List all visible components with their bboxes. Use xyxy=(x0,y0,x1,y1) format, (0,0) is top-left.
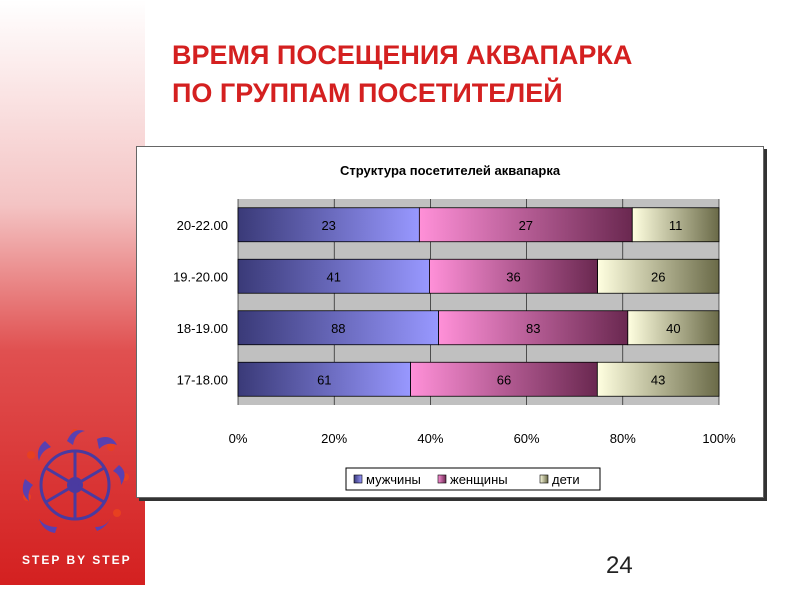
step-by-step-logo-icon xyxy=(22,429,129,533)
category-label: 19.-20.00 xyxy=(173,269,228,284)
x-tick-label: 0% xyxy=(229,431,248,446)
bar-segment xyxy=(631,207,720,243)
page-number: 24 xyxy=(606,552,633,579)
legend-swatch xyxy=(353,474,363,484)
category-label: 17-18.00 xyxy=(177,372,228,387)
bar-segment xyxy=(418,207,633,243)
legend-swatch xyxy=(437,474,447,484)
data-label: 66 xyxy=(497,372,511,387)
bar-segment xyxy=(410,361,598,397)
slide-title: ВРЕМЯ ПОСЕЩЕНИЯ АКВАПАРКА ПО ГРУППАМ ПОС… xyxy=(172,36,632,112)
legend: мужчины женщины дети xyxy=(345,467,601,491)
bar-segment xyxy=(237,361,411,397)
data-label: 83 xyxy=(526,321,540,336)
data-label: 43 xyxy=(651,372,665,387)
x-tick-label: 80% xyxy=(610,431,636,446)
data-label: 27 xyxy=(519,218,533,233)
x-tick-label: 40% xyxy=(417,431,443,446)
data-label: 40 xyxy=(666,321,680,336)
chart-frame: Структура посетителей аквапарка 23 27 11 41… xyxy=(136,146,764,498)
bars: 23 27 11 41 36 26 88 83 40 61 66 43 xyxy=(237,207,720,397)
category-label: 18-19.00 xyxy=(177,321,228,336)
chart-title: Структура посетителей аквапарка xyxy=(340,163,561,178)
x-tick-label: 60% xyxy=(514,431,540,446)
bar-segment xyxy=(438,310,629,346)
slide-title-line-1: ВРЕМЯ ПОСЕЩЕНИЯ АКВАПАРКА xyxy=(172,40,633,70)
legend-label: мужчины xyxy=(366,472,421,487)
data-label: 23 xyxy=(321,218,335,233)
bar-segment xyxy=(237,207,420,243)
data-label: 26 xyxy=(651,269,665,284)
category-labels: 20-22.00 19.-20.00 18-19.00 17-18.00 xyxy=(173,218,228,388)
bar-segment xyxy=(627,310,720,346)
data-label: 61 xyxy=(317,372,331,387)
data-label: 11 xyxy=(669,218,683,233)
data-label: 41 xyxy=(326,269,340,284)
category-label: 20-22.00 xyxy=(177,218,228,233)
bar-segment xyxy=(237,310,440,346)
legend-label: женщины xyxy=(450,472,508,487)
bar-segment xyxy=(596,361,720,397)
slide-title-line-2: ПО ГРУППАМ ПОСЕТИТЕЛЕЙ xyxy=(172,78,563,108)
data-label: 36 xyxy=(506,269,520,284)
legend-swatch xyxy=(539,474,549,484)
bar-segment xyxy=(597,258,720,294)
logo-text: STEP BY STEP xyxy=(22,553,132,567)
x-tick-label: 100% xyxy=(702,431,736,446)
stacked-bar-chart: Структура посетителей аквапарка 23 27 11 41… xyxy=(173,163,736,491)
x-tick-label: 20% xyxy=(321,431,347,446)
x-tick-labels: 0% 20% 40% 60% 80% 100% xyxy=(229,431,736,446)
legend-label: дети xyxy=(552,472,580,487)
data-label: 88 xyxy=(331,321,345,336)
bar-segment xyxy=(237,258,430,294)
